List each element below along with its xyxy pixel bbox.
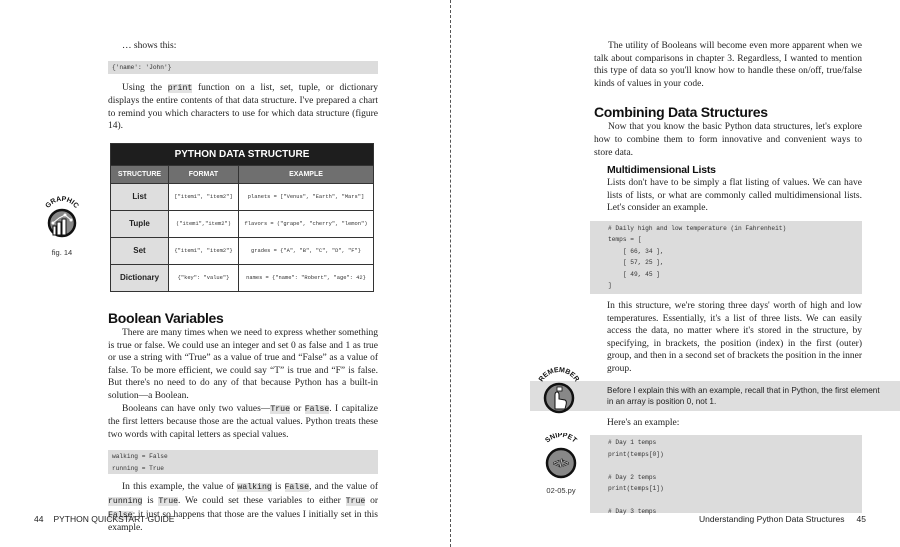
- snippet-filename: 02-05.py: [546, 486, 576, 496]
- footer-right: Understanding Python Data Structures 45: [699, 514, 866, 524]
- intro-text: … shows this:: [122, 41, 177, 51]
- here-example-text: Here's an example:: [607, 417, 680, 428]
- example-cell: flavors = ("grape", "cherry", "lemon"): [238, 209, 374, 238]
- paragraph-multidimensional: Lists don't have to be simply a flat lis…: [607, 178, 862, 214]
- header-format: FORMAT: [168, 164, 239, 184]
- section-heading-combining: Combining Data Structures: [594, 104, 768, 121]
- page-number: 44: [34, 514, 44, 524]
- paragraph-structure-explained: In this structure, we're storing three d…: [607, 300, 862, 374]
- paragraph-boolean-values: Booleans can have only two values—True o…: [108, 403, 378, 440]
- paragraph-combining: Now that you know the basic Python data …: [594, 122, 862, 158]
- code-block-print-temps: # Day 1 temps print(temps[0]) # Day 2 te…: [590, 435, 862, 515]
- code-block-dict: {'name': 'John'}: [108, 60, 378, 74]
- table-row: Tuple ("item1","item2") flavors = ("grape"…: [110, 209, 374, 238]
- right-page-column: The utility of Booleans will become even…: [530, 40, 900, 515]
- header-example: EXAMPLE: [238, 164, 374, 184]
- code-brackets-icon: SNIPPET </>: [544, 432, 578, 479]
- table-title: PYTHON DATA STRUCTURE: [110, 142, 374, 166]
- remember-callout: Before I explain this with an example, r…: [530, 366, 900, 413]
- structure-cell: Dictionary: [110, 263, 169, 292]
- paragraph-boolean-intro: There are many times when we need to exp…: [108, 327, 378, 401]
- svg-text:REMEMBER: REMEMBER: [538, 366, 580, 382]
- example-cell: names = {"name": "Robert", "age": 42}: [238, 263, 374, 292]
- subheading-multidimensional: Multidimensional Lists: [607, 164, 716, 177]
- paragraph-booleans-utility: The utility of Booleans will become even…: [594, 41, 862, 89]
- table-row: Dictionary {"key": "value"} names = {"name…: [110, 263, 374, 292]
- header-structure: STRUCTURE: [110, 164, 169, 184]
- example-cell: grades = {"A", "B", "C", "D", "F"}: [238, 236, 374, 265]
- graphic-badge: GRAPHIC fig. 14: [40, 193, 84, 257]
- format-cell: {"key": "value"}: [168, 263, 239, 292]
- chapter-title: Understanding Python Data Structures: [699, 514, 845, 524]
- bar-chart-icon: GRAPHIC: [44, 196, 80, 238]
- paragraph-boolean-example: In this example, the value of walking is…: [108, 482, 379, 534]
- paragraph-print: Using the print function on a list, set,…: [108, 82, 379, 132]
- table-row: Set {"item1", "item2"} grades = {"A", "B",…: [110, 236, 374, 265]
- remember-text: Before I explain this with an example, r…: [607, 385, 880, 406]
- format-cell: ("item1","item2"): [168, 209, 239, 238]
- section-heading-boolean: Boolean Variables: [108, 309, 224, 326]
- remember-badge: REMEMBER: [534, 365, 584, 422]
- structure-cell: List: [110, 182, 169, 211]
- snippet-section: # Day 1 temps print(temps[0]) # Day 2 te…: [544, 432, 862, 515]
- svg-text:SNIPPET: SNIPPET: [544, 433, 578, 445]
- code-block-temps: # Daily high and low temperature (in Fah…: [590, 220, 862, 294]
- book-title: PYTHON QUICKSTART GUIDE: [53, 514, 175, 524]
- python-data-structure-table: PYTHON DATA STRUCTURE STRUCTURE FORMAT E…: [44, 142, 378, 292]
- format-cell: ["item1", "item2"]: [168, 182, 239, 211]
- svg-text:</>: </>: [553, 458, 569, 470]
- structure-cell: Tuple: [110, 209, 169, 238]
- format-cell: {"item1", "item2"}: [168, 236, 239, 265]
- footer-left: 44 PYTHON QUICKSTART GUIDE: [34, 514, 174, 524]
- table-row: List ["item1", "item2"] planets = ["Venus"…: [110, 182, 374, 211]
- page-gutter-divider: [450, 0, 451, 547]
- code-block-booleans: walking = False running = True: [108, 450, 378, 475]
- page-number: 45: [856, 514, 866, 524]
- hand-pointer-icon: REMEMBER: [538, 366, 580, 413]
- svg-text:GRAPHIC: GRAPHIC: [44, 196, 79, 210]
- left-page-column: … shows this: {'name': 'John'} Using the…: [44, 40, 379, 535]
- snippet-badge: SNIPPET </> 02-05.py: [537, 432, 585, 496]
- figure-caption: fig. 14: [51, 247, 73, 257]
- structure-cell: Set: [110, 236, 169, 265]
- example-cell: planets = ["Venus", "Earth", "Mars"]: [238, 182, 374, 211]
